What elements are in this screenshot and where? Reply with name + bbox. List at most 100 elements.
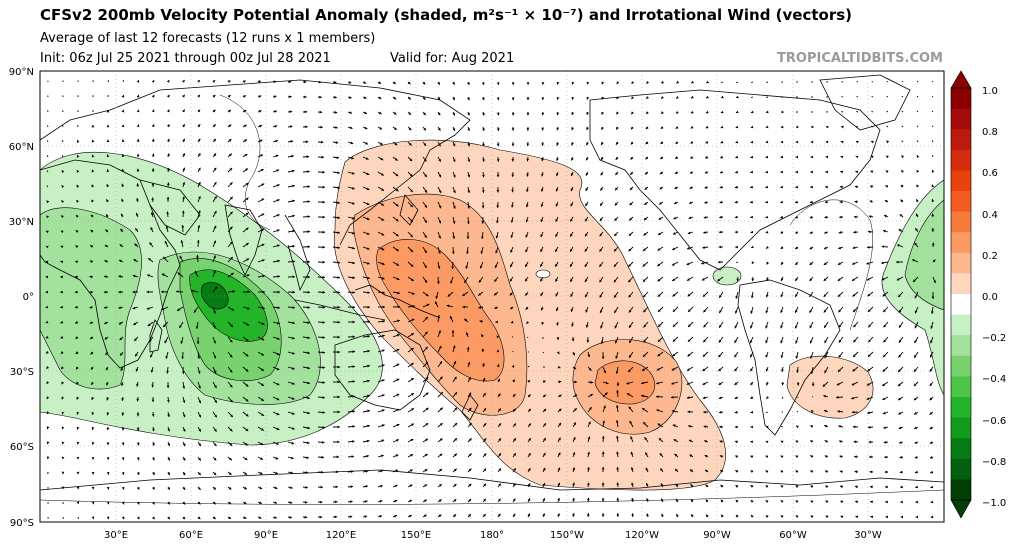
wind-vector-head	[912, 259, 915, 262]
wind-vector-head	[197, 501, 201, 505]
wind-vector-head	[690, 110, 694, 114]
wind-vector-head	[322, 260, 325, 264]
wind-vector-head	[410, 219, 413, 223]
wind-vector-head	[855, 170, 859, 174]
wind-vector-head	[135, 228, 138, 231]
wind-vector-head	[292, 306, 295, 309]
wind-vector-head	[851, 410, 855, 414]
wind-vector-head	[307, 260, 310, 264]
wind-vector-head	[276, 352, 280, 356]
wind-vector-head	[261, 243, 265, 247]
wind-vector-head	[245, 243, 249, 246]
wind-vector-head	[61, 456, 65, 460]
wind-vector-head	[584, 248, 588, 252]
wind-vector-head	[76, 140, 80, 143]
wind-vector-head	[467, 190, 471, 193]
wind-vector-head	[244, 486, 247, 490]
wind-vector-head	[854, 485, 858, 489]
wind-vector-head	[411, 333, 414, 336]
wind-vector-head	[277, 306, 280, 310]
wind-vector-head	[467, 174, 471, 178]
wind-vector-head	[869, 470, 873, 474]
wind-vector-head	[657, 278, 661, 282]
colorbar-bin	[951, 108, 971, 130]
wind-vector-head	[335, 485, 338, 489]
wind-vector-head	[540, 249, 543, 252]
wind-vector-head	[274, 516, 277, 519]
wind-vector-head	[513, 468, 516, 471]
wind-vector-head	[719, 410, 722, 414]
wind-vector-head	[229, 226, 233, 230]
wind-vector-head	[853, 230, 856, 234]
wind-vector-head	[337, 171, 340, 175]
wind-vector-head	[213, 255, 216, 259]
wind-vector-head	[259, 501, 262, 504]
wind-vector-head	[599, 233, 603, 237]
wind-vector-head	[810, 170, 813, 174]
wind-vector-head	[587, 354, 591, 358]
wind-vector-head	[274, 486, 278, 490]
wind-vector-head	[449, 315, 453, 319]
wind-vector-head	[543, 423, 546, 426]
wind-vector-head	[496, 82, 500, 85]
wind-vector	[527, 365, 530, 368]
wind-vector-head	[151, 109, 155, 113]
wind-vector-head	[147, 323, 151, 326]
wind-vector-head	[689, 171, 693, 174]
wind-vector-head	[195, 326, 199, 329]
wind-vector-head	[645, 156, 649, 160]
wind-vector-head	[542, 513, 545, 517]
wind-vector-head	[322, 381, 325, 384]
wind-vector-head	[646, 96, 649, 99]
wind-vector-head	[750, 440, 754, 444]
wind-vector-head	[931, 199, 935, 202]
wind-vector-head	[453, 206, 456, 209]
wind-vector-head	[467, 221, 470, 224]
wind-vector-head	[364, 111, 367, 114]
wind-vector-head	[658, 232, 661, 235]
wind-vector-head	[719, 310, 722, 313]
wind-vector-head	[914, 242, 917, 246]
wind-vector-head	[146, 307, 150, 310]
wind-vector-head	[422, 81, 426, 85]
wind-vector-head	[482, 112, 485, 116]
wind-vector-head	[838, 246, 842, 250]
wind-vector-head	[868, 440, 872, 444]
wind-vector-head	[735, 245, 738, 249]
wind-vector-head	[165, 226, 169, 229]
wind-vector-head	[198, 414, 201, 418]
wind-vector-head	[824, 425, 828, 428]
wind-vector-head	[735, 470, 739, 473]
wind-vector-head	[543, 452, 546, 456]
wind-vector-head	[676, 80, 680, 84]
wind-vector-head	[734, 354, 737, 358]
wind-vector-head	[304, 95, 307, 99]
wind-vector-head	[883, 309, 886, 313]
wind-vector-head	[720, 155, 723, 159]
wind-vector-head	[438, 330, 441, 334]
wind-vector-head	[337, 335, 340, 339]
wind-vector-head	[734, 215, 738, 219]
wind-vector-head	[244, 457, 248, 460]
wind-vector-head	[61, 471, 65, 475]
wind-vector-head	[586, 497, 590, 501]
wind-vector-head	[527, 513, 530, 517]
wind-vector-head	[133, 322, 137, 325]
wind-vector-head	[687, 353, 691, 357]
wind-vector-head	[453, 499, 457, 502]
wind-vector-head	[867, 245, 870, 249]
lon-tick-label: 180°	[480, 530, 504, 541]
wind-vector-head	[276, 397, 280, 401]
wind-vector-head	[883, 354, 886, 358]
wind-vector-head	[869, 485, 873, 489]
wind-vector-head	[411, 348, 414, 351]
wind-vector-head	[795, 246, 798, 250]
wind-vector-head	[322, 366, 325, 369]
wind-vector-head	[750, 200, 753, 204]
wind-vector-head	[91, 214, 94, 218]
wind-vector-head	[322, 275, 325, 279]
wind-vector-head	[750, 368, 753, 372]
wind-vector-head	[914, 441, 918, 444]
wind-vector-head	[118, 290, 121, 294]
wind-vector-head	[496, 190, 500, 193]
